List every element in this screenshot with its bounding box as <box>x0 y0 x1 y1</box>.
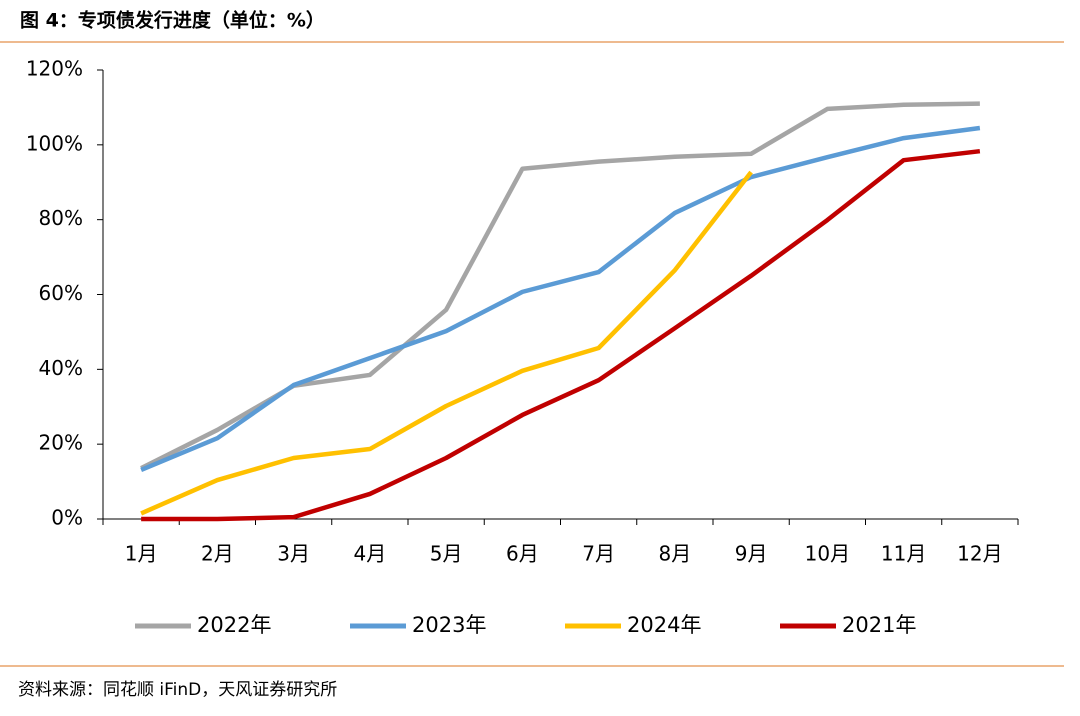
y-tick-label: 20% <box>39 431 83 455</box>
y-tick-label: 80% <box>39 206 83 230</box>
source-note: 资料来源：同花顺 iFinD，天风证券研究所 <box>18 680 337 700</box>
legend-label: 2022年 <box>197 613 271 637</box>
x-tick-label: 2月 <box>201 542 234 566</box>
x-tick-label: 4月 <box>354 542 387 566</box>
y-tick-label: 60% <box>39 281 83 305</box>
x-tick-label: 8月 <box>659 542 692 566</box>
x-tick-label: 6月 <box>506 542 539 566</box>
x-tick-label: 5月 <box>430 542 463 566</box>
legend-label: 2024年 <box>627 613 701 637</box>
legend-label: 2023年 <box>412 613 486 637</box>
legend-label: 2021年 <box>842 613 916 637</box>
x-tick-label: 1月 <box>125 542 158 566</box>
y-tick-label: 100% <box>26 131 83 155</box>
chart-title: 图 4：专项债发行进度（单位：%） <box>20 9 325 32</box>
y-tick-label: 40% <box>39 356 83 380</box>
y-tick-label: 120% <box>26 57 83 81</box>
x-tick-label: 3月 <box>277 542 310 566</box>
x-tick-label: 10月 <box>805 542 850 566</box>
line-series <box>141 148 981 522</box>
x-tick-label: 12月 <box>957 542 1002 566</box>
line-series <box>140 170 753 516</box>
x-tick-label: 11月 <box>881 542 926 566</box>
line-series <box>140 101 980 471</box>
line-series <box>140 125 981 473</box>
y-tick-label: 0% <box>51 506 83 530</box>
x-tick-label: 9月 <box>735 542 768 566</box>
x-tick-label: 7月 <box>582 542 615 566</box>
